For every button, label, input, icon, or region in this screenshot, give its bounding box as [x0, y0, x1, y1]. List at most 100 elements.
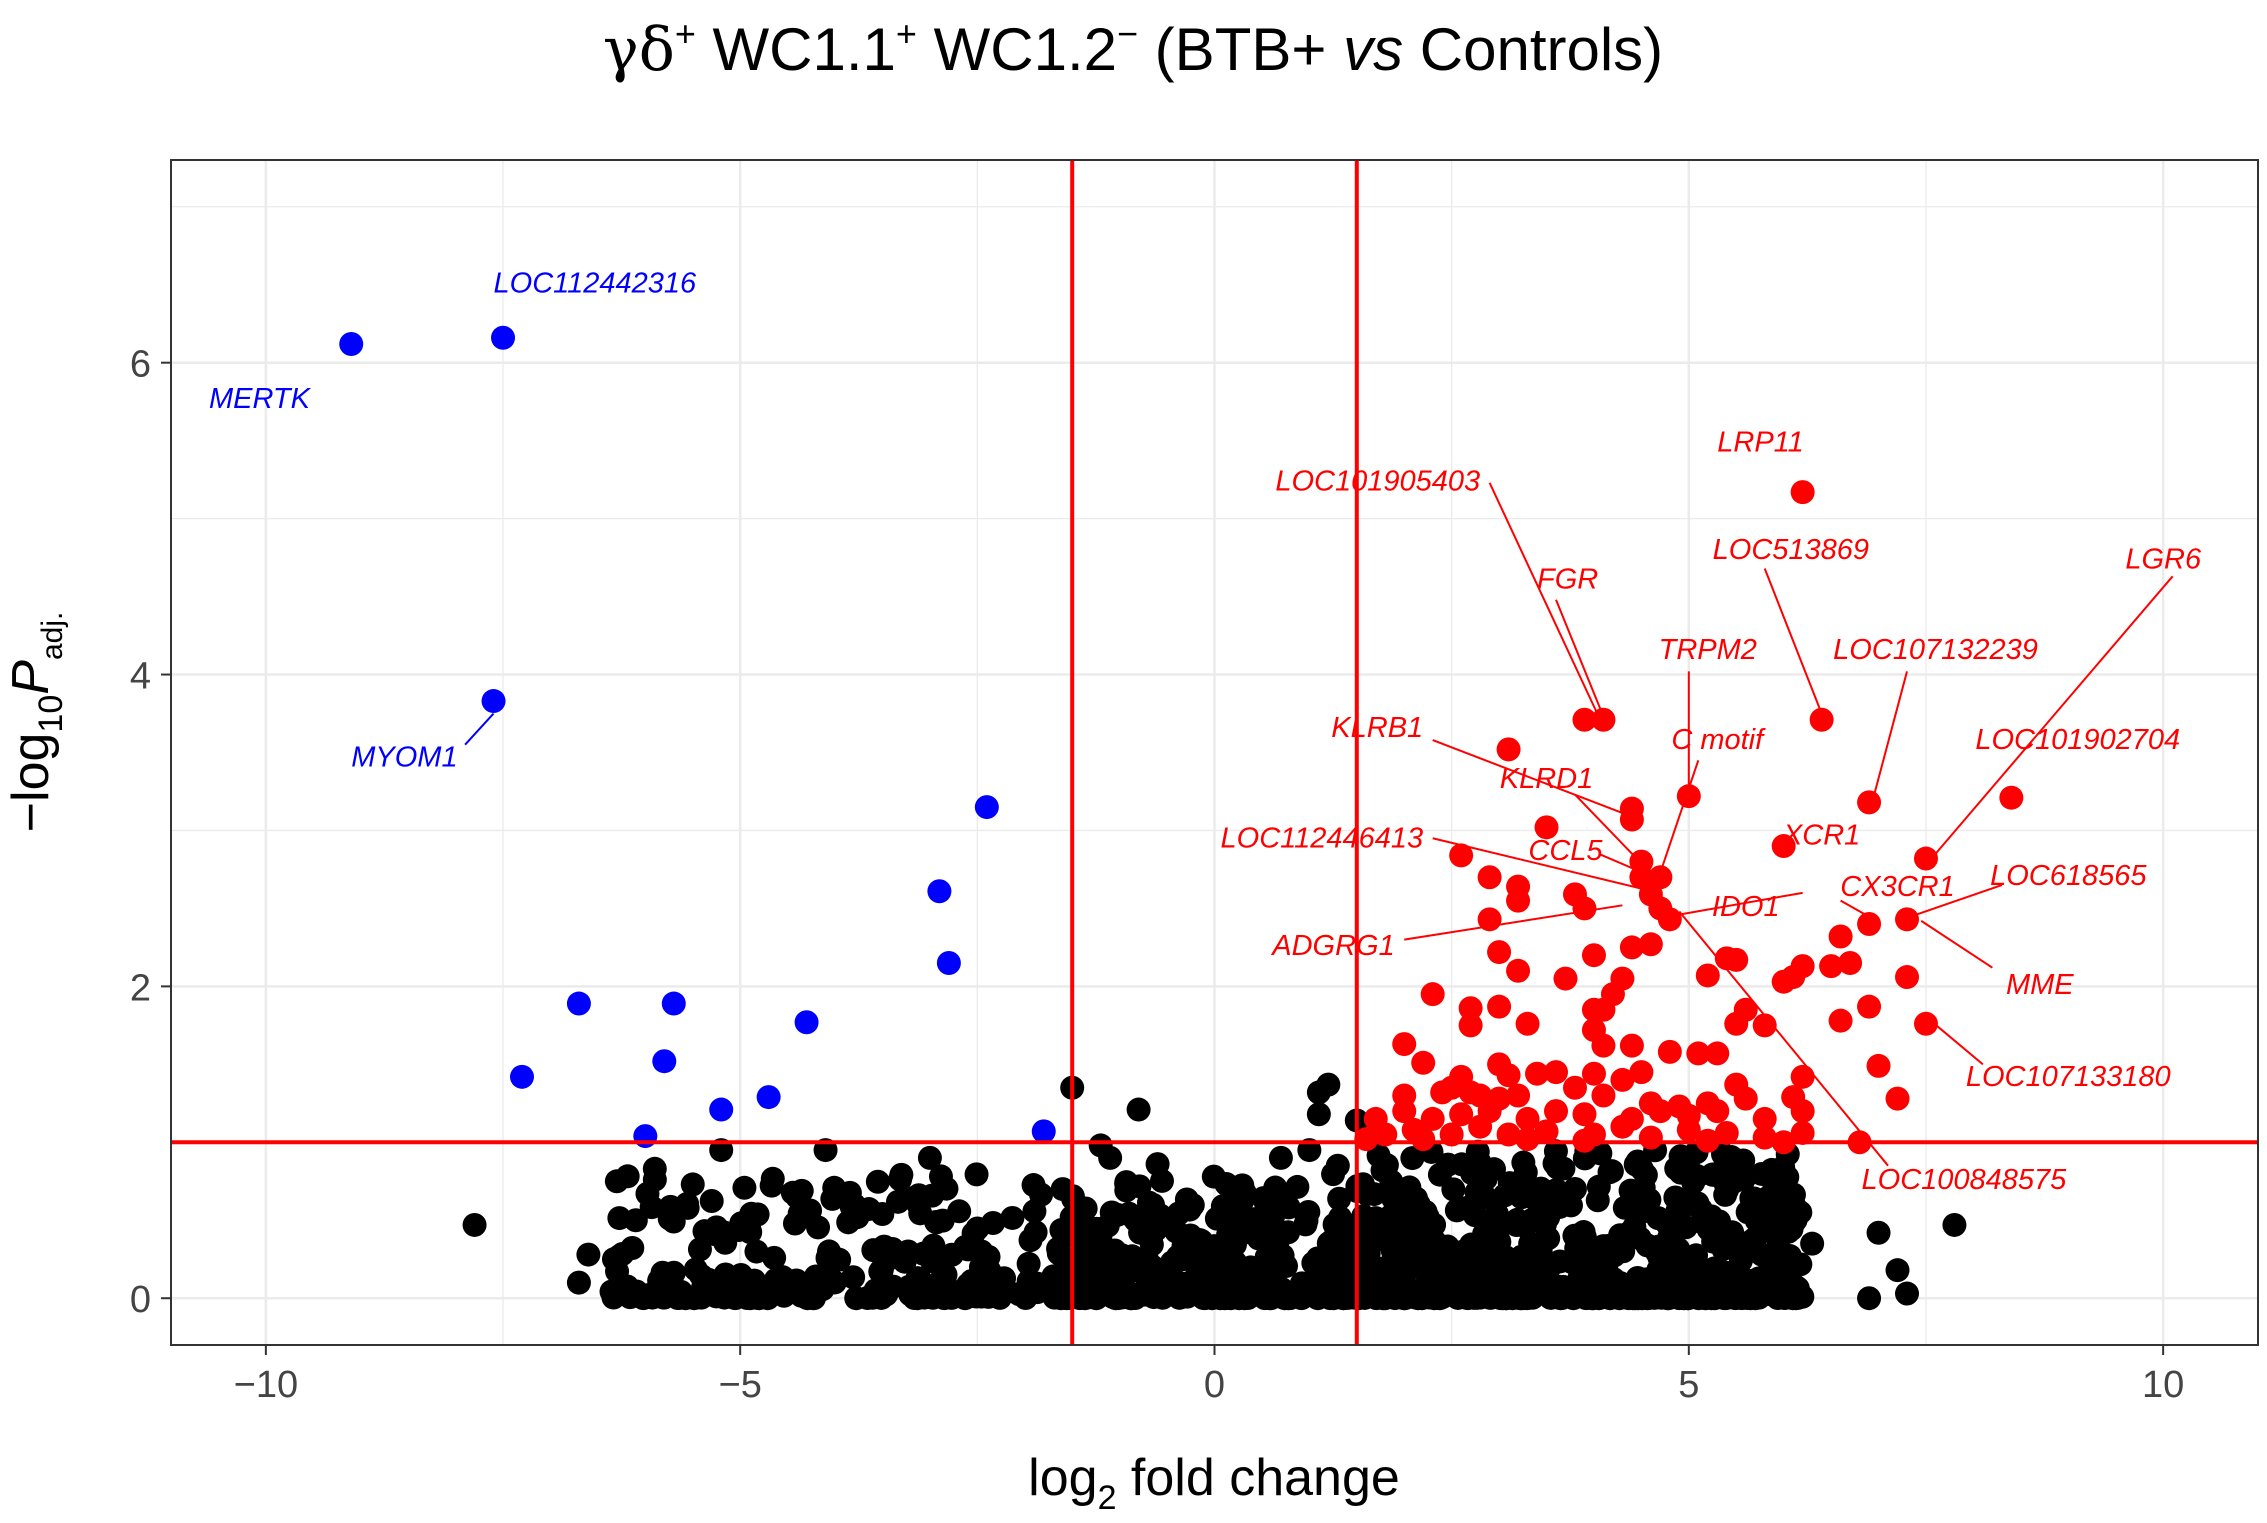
point-up	[1676, 784, 1701, 809]
point-ns	[1594, 1257, 1619, 1282]
point-ns	[1895, 1281, 1920, 1306]
point-up	[1648, 1099, 1673, 1124]
point-up	[1999, 785, 2024, 810]
point-up	[1420, 1106, 1445, 1131]
gene-label: TRPM2	[1659, 634, 1757, 666]
point-ns	[775, 1272, 800, 1297]
point-up	[1591, 707, 1616, 732]
point-ns	[1185, 1245, 1210, 1270]
point-ns	[1266, 1180, 1291, 1205]
point-up	[1619, 935, 1644, 960]
point-up	[1534, 1119, 1559, 1144]
point-ns	[822, 1270, 847, 1295]
point-ns	[1023, 1220, 1048, 1245]
point-ns	[1276, 1220, 1301, 1245]
gene-label: LRP11	[1717, 426, 1804, 458]
point-ns	[1355, 1182, 1380, 1207]
x-tick-label: 10	[2142, 1364, 2184, 1406]
point-ns	[1301, 1251, 1326, 1276]
point-up	[1828, 1008, 1853, 1033]
point-up	[1819, 954, 1844, 979]
point-down	[1031, 1119, 1056, 1144]
ylabel-italic: P	[2, 660, 60, 695]
point-ns	[762, 1245, 787, 1270]
downregulated-points	[339, 325, 1056, 1149]
y-tick-label: 2	[130, 967, 151, 1009]
point-ns	[1629, 1156, 1654, 1181]
point-ns	[920, 1183, 945, 1208]
point-down	[927, 879, 952, 904]
gene-label: IDO1	[1712, 891, 1780, 923]
point-ns	[1325, 1153, 1350, 1178]
point-up	[1790, 1099, 1815, 1124]
point-ns	[1640, 1272, 1665, 1297]
point-down	[509, 1064, 534, 1089]
x-axis-label: log2 fold change	[1028, 1449, 1400, 1517]
point-ns	[911, 1273, 936, 1298]
point-up	[1657, 907, 1682, 932]
point-ns	[782, 1211, 807, 1236]
title-prefix-sup: +	[675, 13, 696, 54]
point-up	[1591, 997, 1616, 1022]
point-ns	[1470, 1233, 1495, 1258]
point-ns	[1681, 1170, 1706, 1195]
point-ns	[1050, 1177, 1075, 1202]
point-up	[1392, 1032, 1417, 1057]
point-ns	[620, 1236, 645, 1261]
gene-label: LOC618565	[1990, 860, 2147, 892]
point-ns	[1885, 1258, 1910, 1283]
title-paren-close: )	[1643, 16, 1663, 83]
point-ns	[1174, 1271, 1199, 1296]
point-up	[1724, 1011, 1749, 1036]
point-up	[1506, 1083, 1531, 1108]
x-tick-label: 5	[1678, 1364, 1699, 1406]
point-ns	[1781, 1203, 1806, 1228]
point-ns	[1731, 1148, 1756, 1173]
point-ns	[1374, 1153, 1399, 1178]
point-ns	[699, 1188, 724, 1213]
point-ns	[1551, 1156, 1576, 1181]
upregulated-points	[1354, 480, 2024, 1155]
point-up	[1458, 996, 1483, 1021]
point-up	[1790, 1120, 1815, 1145]
point-ns	[841, 1265, 866, 1290]
y-tick-label: 6	[130, 344, 151, 386]
point-ns	[673, 1286, 698, 1311]
point-up	[1828, 924, 1853, 949]
point-ns	[1350, 1242, 1375, 1267]
point-ns	[1800, 1231, 1825, 1256]
point-ns	[1511, 1150, 1536, 1175]
point-ns	[680, 1172, 705, 1197]
point-up	[1771, 834, 1796, 859]
point-ns	[1121, 1283, 1146, 1308]
point-ns	[1285, 1174, 1310, 1199]
point-up	[1629, 1060, 1654, 1085]
point-up	[1781, 965, 1806, 990]
point-up	[1572, 896, 1597, 921]
point-ns	[1444, 1198, 1469, 1223]
point-down	[936, 950, 961, 975]
point-ns	[842, 1192, 867, 1217]
point-ns	[977, 1258, 1002, 1283]
point-down	[974, 795, 999, 820]
point-up	[1411, 1050, 1436, 1075]
point-ns	[702, 1222, 727, 1247]
point-up	[1913, 846, 1938, 871]
point-up	[1895, 965, 1920, 990]
point-ns	[1415, 1204, 1440, 1229]
point-ns	[661, 1209, 686, 1234]
point-ns	[1579, 1239, 1604, 1264]
point-ns	[1145, 1152, 1170, 1177]
point-ns	[723, 1286, 748, 1311]
point-up	[1705, 1099, 1730, 1124]
gene-label: LOC112442316	[494, 267, 698, 299]
point-up	[1515, 1127, 1540, 1152]
point-up	[1591, 1033, 1616, 1058]
title-part4: Controls	[1403, 16, 1643, 83]
point-ns	[1382, 1285, 1407, 1310]
point-ns	[1599, 1159, 1624, 1184]
chart-title: γδ+ WC1.1+ WC1.2− (BTB+ vs Controls)	[603, 13, 1663, 85]
point-ns	[1379, 1203, 1404, 1228]
point-ns	[691, 1275, 716, 1300]
point-up	[1506, 888, 1531, 913]
